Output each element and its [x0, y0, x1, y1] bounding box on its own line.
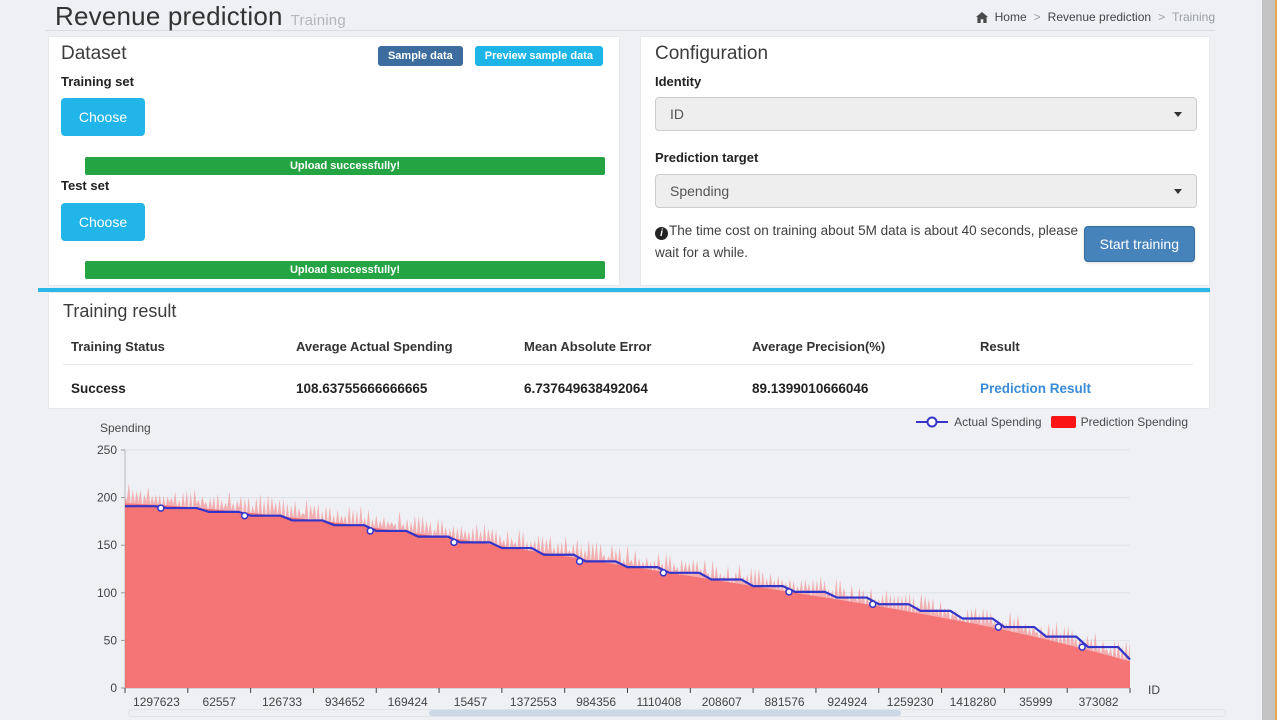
window-edge-accent — [1275, 0, 1277, 720]
prediction-target-select[interactable]: Spending — [655, 174, 1197, 208]
prediction-result-link[interactable]: Prediction Result — [980, 381, 1092, 396]
chart-legend: Actual Spending Prediction Spending — [915, 415, 1188, 429]
page-title: Revenue prediction Training — [55, 1, 346, 32]
datazoom-slider-track[interactable] — [128, 709, 1226, 717]
circle-info-icon — [655, 227, 668, 240]
column-header: Average Precision(%) — [744, 333, 972, 365]
x-axis-tick-label: 35999 — [1019, 695, 1053, 709]
column-header: Average Actual Spending — [288, 333, 516, 365]
avg-actual-spending-cell: 108.63755666666665 — [296, 381, 428, 396]
svg-text:ID: ID — [1148, 683, 1160, 697]
vertical-scrollbar[interactable] — [1262, 0, 1275, 720]
prediction-target-select-value: Spending — [670, 183, 730, 199]
breadcrumb-current: Training — [1172, 10, 1215, 24]
legend-prediction-label: Prediction Spending — [1080, 415, 1188, 429]
svg-text:200: 200 — [97, 491, 117, 505]
dataset-panel: Dataset Sample data Preview sample data … — [48, 36, 620, 286]
avg-precision-cell: 89.1399010666046 — [752, 381, 869, 396]
x-axis-tick-label: 169424 — [388, 695, 428, 709]
x-axis-tick-label: 1110408 — [636, 695, 681, 709]
x-axis-tick-label: 1259230 — [887, 695, 934, 709]
sample-data-button[interactable]: Sample data — [377, 46, 463, 66]
x-axis-tick-label: 1418280 — [950, 695, 997, 709]
breadcrumb-section[interactable]: Revenue prediction — [1047, 10, 1152, 24]
x-axis-tick-label: 62557 — [203, 695, 237, 709]
preview-sample-data-button[interactable]: Preview sample data — [474, 46, 603, 66]
svg-text:50: 50 — [104, 633, 118, 647]
x-axis-tick-label: 373082 — [1079, 695, 1119, 709]
top-bar: Revenue prediction Training Home > Revenu… — [45, 0, 1215, 31]
x-axis-tick-label: 934652 — [325, 695, 365, 709]
x-axis-tick-label: 924924 — [827, 695, 867, 709]
configuration-title: Configuration — [655, 43, 769, 64]
x-axis-tick-label: 126733 — [262, 695, 302, 709]
x-axis-tick-label: 984356 — [576, 695, 616, 709]
datazoom-slider-thumb[interactable] — [429, 710, 901, 716]
svg-text:150: 150 — [97, 538, 117, 552]
breadcrumb-home[interactable]: Home — [994, 10, 1027, 24]
breadcrumb-separator: > — [1033, 10, 1041, 24]
mean-absolute-error-cell: 6.737649638492064 — [524, 381, 648, 396]
training-info-text: The time cost on training about 5M data … — [655, 220, 1085, 263]
identity-select[interactable]: ID — [655, 97, 1197, 131]
home-icon — [975, 11, 988, 23]
identity-label: Identity — [655, 74, 702, 89]
training-result-panel: Training result Training Status Average A… — [48, 292, 1210, 409]
svg-text:0: 0 — [110, 681, 117, 695]
training-set-label: Training set — [61, 74, 134, 89]
chart-section: Spending Actual Spending Prediction Spen… — [0, 410, 1280, 720]
x-axis-tick-label: 208607 — [702, 695, 742, 709]
x-axis-tick-label: 881576 — [765, 695, 805, 709]
start-training-button[interactable]: Start training — [1083, 226, 1195, 262]
column-header: Training Status — [63, 333, 288, 365]
configuration-panel: Configuration Identity ID Prediction tar… — [640, 36, 1210, 286]
test-upload-status: Upload successfully! — [85, 261, 605, 279]
vertical-scrollbar-thumb[interactable] — [1262, 0, 1275, 720]
area-swatch-icon — [1050, 416, 1076, 428]
table-row: Success 108.63755666666665 6.7376496384920… — [63, 365, 1193, 405]
x-axis-tick-label: 15457 — [454, 695, 488, 709]
column-header: Mean Absolute Error — [516, 333, 744, 365]
column-header: Result — [972, 333, 1193, 365]
test-set-label: Test set — [61, 178, 110, 193]
svg-text:100: 100 — [97, 586, 117, 600]
line-marker-icon — [916, 416, 949, 428]
breadcrumb: Home > Revenue prediction > Training — [975, 10, 1215, 24]
training-result-table: Training Status Average Actual Spending Me… — [63, 333, 1193, 404]
legend-prediction-spending[interactable]: Prediction Spending — [1050, 415, 1188, 429]
x-axis-tick-label: 1372553 — [510, 695, 557, 709]
chevron-down-icon — [1174, 112, 1182, 117]
accent-divider — [38, 288, 1210, 292]
spending-chart: 0 50 100 150 200 250 1297623 62557 126733 934652 1… — [97, 443, 1160, 709]
prediction-target-label: Prediction target — [655, 150, 759, 165]
x-axis-tick-label: 1297623 — [133, 695, 180, 709]
svg-text:250: 250 — [97, 443, 117, 457]
chevron-down-icon — [1174, 189, 1182, 194]
legend-actual-spending[interactable]: Actual Spending — [915, 415, 1042, 429]
identity-select-value: ID — [670, 106, 684, 122]
dataset-title: Dataset — [61, 43, 127, 64]
page-title-text: Revenue prediction — [55, 1, 283, 31]
choose-test-file-button[interactable]: Choose — [61, 203, 145, 241]
legend-actual-label: Actual Spending — [954, 415, 1042, 429]
breadcrumb-separator: > — [1158, 10, 1166, 24]
window-edge-gutter — [1277, 0, 1280, 720]
training-status-cell: Success — [71, 381, 126, 396]
training-upload-status: Upload successfully! — [85, 157, 605, 175]
training-result-title: Training result — [63, 301, 177, 321]
choose-training-file-button[interactable]: Choose — [61, 98, 145, 136]
page-subtitle: Training — [290, 12, 346, 29]
chart-y-axis-title: Spending — [100, 421, 151, 435]
